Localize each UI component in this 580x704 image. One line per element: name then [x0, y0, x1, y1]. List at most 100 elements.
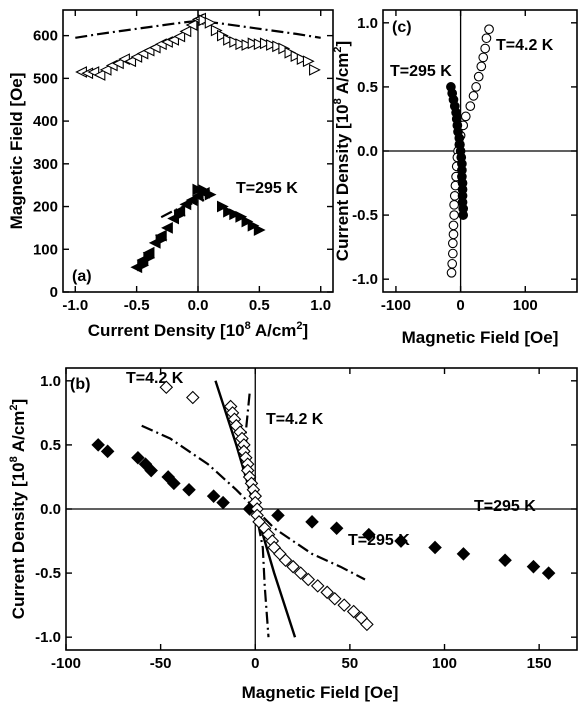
data-point-s0-p2 — [480, 43, 491, 54]
data-point-s1-p32 — [327, 591, 342, 606]
data-point-s0-p20 — [541, 566, 556, 580]
data-point-s0-p18 — [185, 19, 198, 31]
y-tick-label: 600 — [33, 28, 58, 45]
data-point-s0-p25 — [447, 258, 458, 269]
data-point-s0-p18 — [498, 553, 512, 568]
y-tick-label: 500 — [33, 70, 58, 87]
data-point-s0-p6 — [111, 57, 124, 70]
y-axis-label-a: Magnetic Field [Oe] — [7, 73, 26, 230]
data-point-s0-p4 — [144, 463, 158, 478]
panel-a: -1.0 -0.5 0.0 0.5 1.0 0 100 200 300 400 500 600 (a)… — [7, 9, 334, 387]
data-point-s3-p1 — [143, 251, 156, 264]
data-point-s0-p23 — [447, 238, 458, 249]
y-axis-label-b: Current Density [108 A/cm2] — [8, 399, 28, 619]
data-point-s1-p4 — [223, 34, 235, 46]
data-point-s1-p6 — [235, 38, 248, 51]
data-point-s1-p29 — [301, 572, 316, 587]
data-point-s0-p6 — [167, 476, 181, 491]
annotation-c-295k: T=295 K — [390, 63, 452, 80]
data-point-s0-p7 — [468, 91, 479, 101]
y-tick-label: 300 — [33, 156, 58, 173]
data-point-s0-p7 — [182, 482, 196, 497]
panel-b: -100 -50 0 50 100 150 -1.0 -0.5 0.0 0.5 1.0 (b) T=… — [8, 367, 578, 702]
data-point-s0-p24 — [447, 248, 458, 259]
data-point-s1-p30 — [310, 579, 325, 593]
data-point-s1-p1 — [186, 390, 200, 405]
data-point-s1-p0 — [198, 14, 211, 27]
data-point-s1-p11 — [266, 39, 278, 51]
data-point-s0-p8 — [465, 101, 476, 111]
y-tick-label: -1.0 — [352, 271, 378, 288]
data-point-s0-p19 — [449, 199, 459, 210]
data-point-s0-p5 — [473, 71, 484, 82]
data-marks-a — [75, 12, 321, 274]
y-tick-label: -0.5 — [352, 207, 378, 224]
annotation-a-4k: T=4.2 K — [126, 370, 184, 387]
x-axis-label-c: Magnetic Field [Oe] — [402, 328, 559, 347]
data-point-s1-p0 — [159, 380, 174, 395]
data-point-s0-p16 — [428, 540, 442, 555]
data-point-s1-p20 — [458, 210, 469, 220]
y-axis-label-c: Current Density [108 A/cm2] — [332, 41, 352, 261]
data-point-s0-p2 — [131, 450, 145, 465]
x-axis-label-a: Current Density [108 A/cm2] — [88, 320, 308, 340]
data-point-s0-p17 — [456, 547, 471, 561]
data-point-s1-p28 — [293, 566, 308, 580]
data-marks-c — [446, 24, 494, 278]
data-point-s2-p9 — [185, 194, 198, 207]
x-tick-label: 1.0 — [310, 297, 331, 314]
data-point-s1-p9 — [253, 38, 266, 51]
data-point-s1-p5 — [229, 36, 242, 48]
y-tick-label: 200 — [33, 199, 58, 216]
data-point-s3-p7 — [216, 200, 229, 213]
data-point-s1-p13 — [278, 42, 291, 55]
data-point-s3-p9 — [229, 208, 242, 221]
data-point-s0-p8 — [206, 489, 221, 503]
data-point-s3-p8 — [223, 205, 235, 218]
panel-label-b: (b) — [70, 376, 90, 393]
data-point-s0-p3 — [93, 69, 106, 81]
data-point-s0-p4 — [99, 63, 112, 76]
x-tick-label: 50 — [342, 655, 359, 672]
x-tick-label: 100 — [513, 297, 538, 314]
data-point-s0-p0 — [91, 438, 105, 452]
panel-label-c: (c) — [392, 19, 412, 36]
data-point-s0-p15 — [394, 534, 408, 548]
data-point-s2-p8 — [179, 198, 192, 211]
x-tick-label: -1.0 — [62, 297, 88, 314]
data-point-s3-p11 — [241, 215, 254, 228]
y-tick-label: 0.5 — [40, 437, 61, 454]
data-point-s1-p14 — [284, 46, 297, 59]
data-point-s1-p16 — [296, 53, 309, 66]
data-point-s2-p5 — [161, 222, 173, 234]
data-point-s1-p15 — [290, 50, 303, 63]
data-point-s0-p13 — [329, 521, 344, 536]
fit-curve-1 — [75, 19, 321, 39]
data-point-s3-p5 — [198, 184, 211, 197]
data-point-s0-p1 — [100, 444, 115, 459]
panel-c: -100 0 100 -1.0 -0.5 0.0 0.5 1.0 (c) T=295 K T=… — [332, 9, 578, 347]
data-point-s3-p0 — [137, 259, 150, 272]
data-point-s3-p10 — [235, 210, 248, 223]
x-tick-label: 150 — [527, 655, 552, 672]
data-point-s0-p16 — [173, 30, 186, 43]
x-tick-label: 0 — [456, 297, 464, 314]
data-point-s0-p6 — [471, 82, 481, 92]
data-point-s0-p8 — [124, 55, 137, 68]
y-tick-label: 0.0 — [40, 501, 61, 518]
data-point-s1-p36 — [360, 617, 374, 632]
data-point-s0-p1 — [481, 33, 492, 44]
data-point-s1-p7 — [241, 39, 254, 51]
data-marks-b — [91, 380, 556, 632]
x-tick-label: 100 — [432, 655, 457, 672]
data-point-s0-p9 — [216, 495, 230, 510]
data-point-s1-p31 — [320, 585, 334, 600]
annotation-b-4k: T=4.2 K — [266, 411, 324, 428]
data-point-s0-p11 — [271, 508, 285, 523]
data-point-s3-p13 — [253, 224, 266, 236]
data-point-s0-p20 — [449, 210, 459, 220]
ticks-c: -100 0 100 -1.0 -0.5 0.0 0.5 1.0 — [352, 10, 577, 314]
data-point-s0-p19 — [526, 559, 541, 574]
data-point-s3-p2 — [155, 233, 168, 246]
